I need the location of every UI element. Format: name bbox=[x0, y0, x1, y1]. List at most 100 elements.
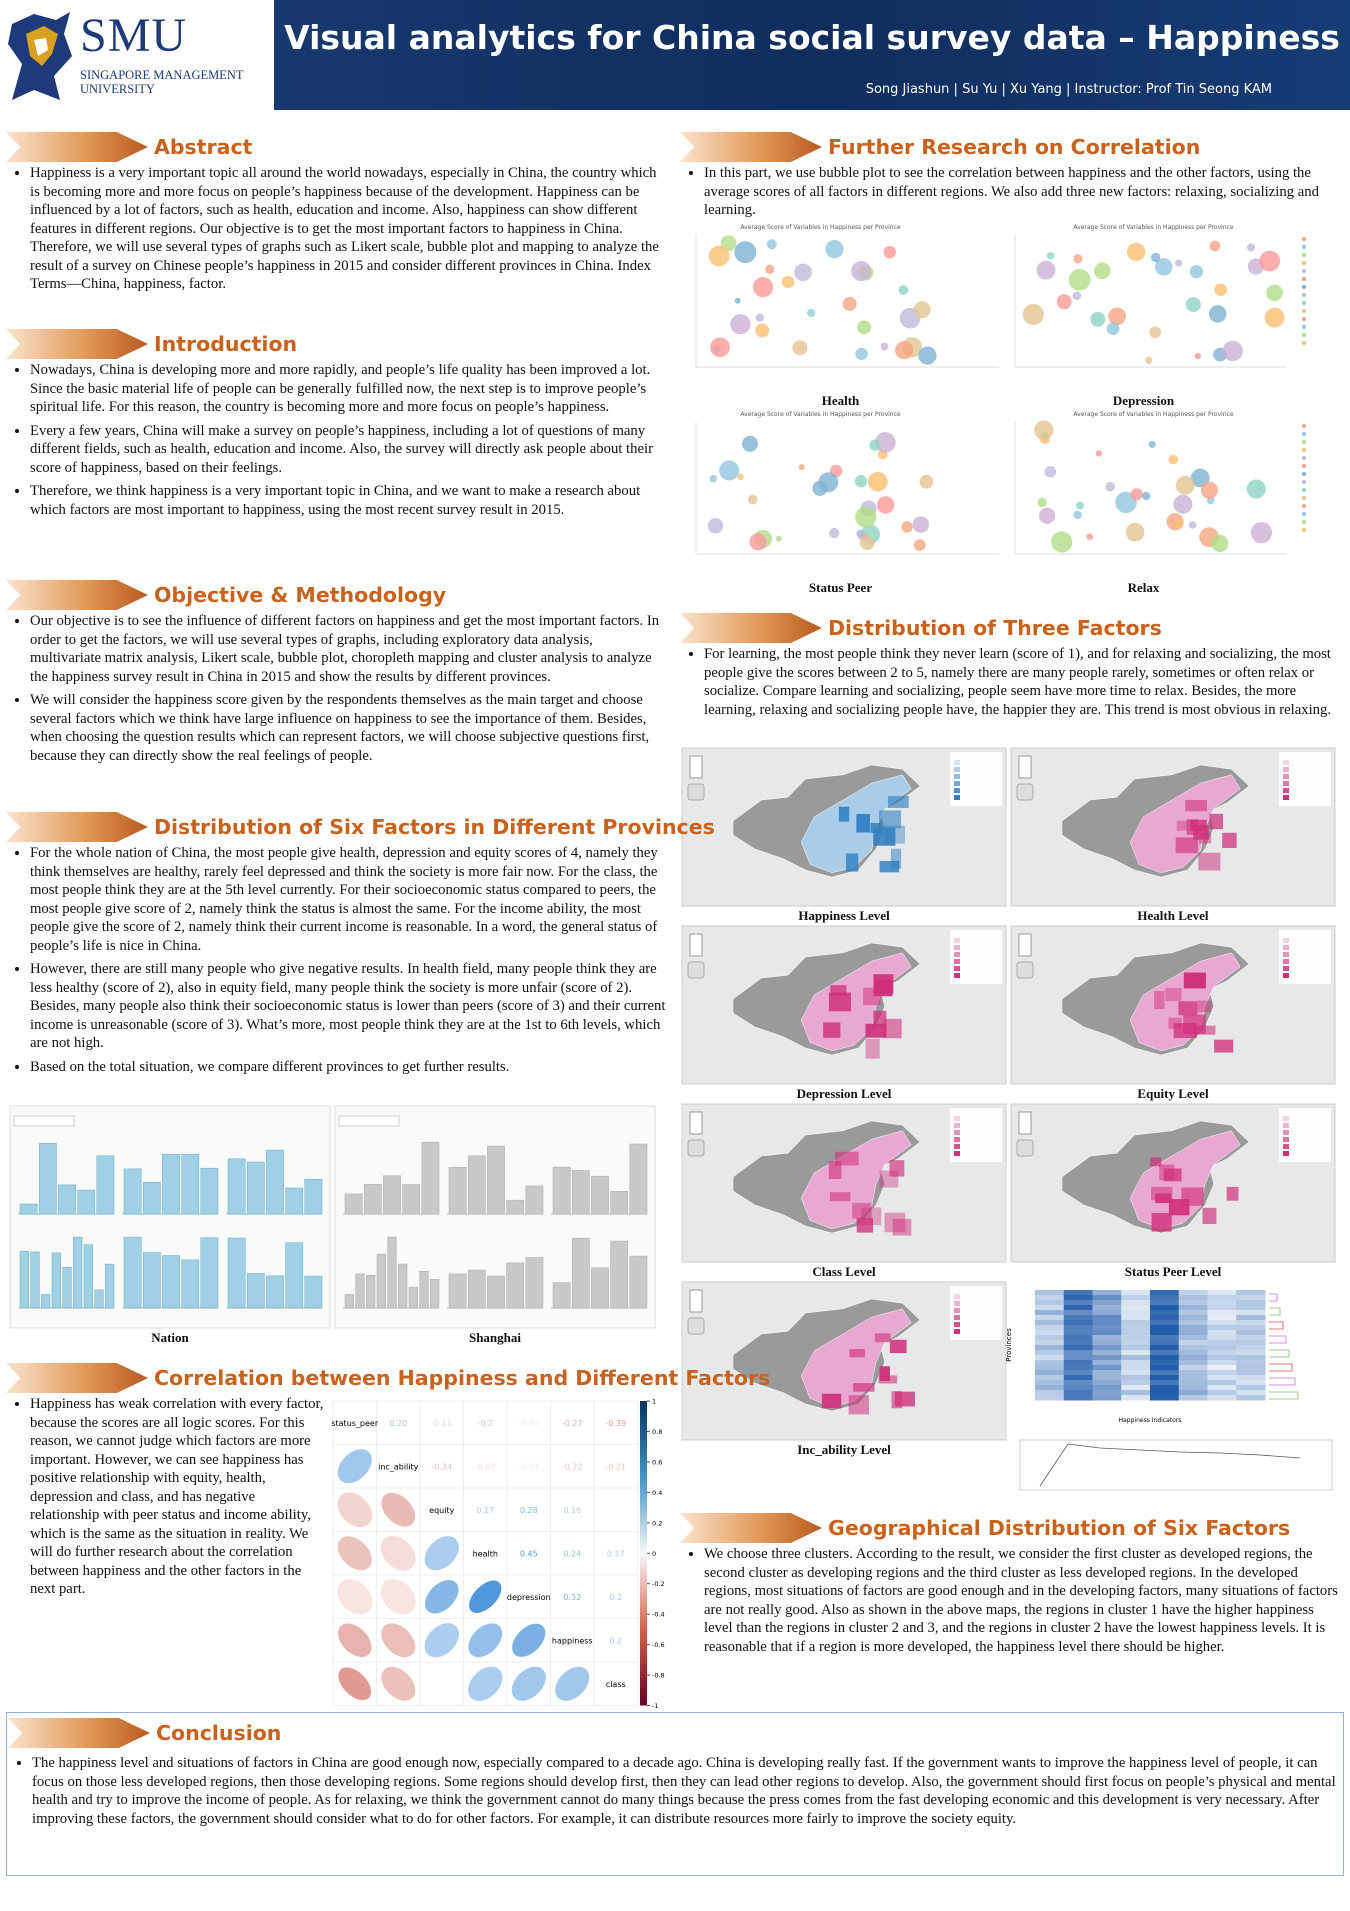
bubble bbox=[1154, 258, 1173, 276]
heatmap-cell bbox=[1150, 1390, 1180, 1396]
header-arrow bbox=[6, 812, 148, 842]
heatmap-cell bbox=[1150, 1345, 1180, 1351]
correlation-value: -0.11 bbox=[431, 1419, 452, 1428]
legend-dot bbox=[1302, 333, 1306, 337]
heatmap-cell bbox=[1236, 1345, 1266, 1351]
heatmap-cell bbox=[1092, 1335, 1122, 1341]
bubble bbox=[775, 535, 782, 542]
colorbar-label: -0.4 bbox=[652, 1611, 665, 1619]
heatmap-cell bbox=[1092, 1390, 1122, 1396]
correlation-section: Correlation between Happiness and Differ… bbox=[6, 1361, 770, 1604]
legend-swatch bbox=[954, 1322, 960, 1327]
dropdown bbox=[13, 1115, 75, 1127]
paragraph: We choose three clusters. According to t… bbox=[704, 1545, 1342, 1656]
heatmap-cell bbox=[1178, 1380, 1208, 1386]
correlation-ellipse bbox=[337, 1492, 373, 1528]
province-patch bbox=[873, 1010, 887, 1027]
variable-label: health bbox=[473, 1549, 498, 1558]
bubble bbox=[913, 301, 931, 319]
variable-label: status_peer bbox=[331, 1419, 379, 1428]
province-patch bbox=[829, 1192, 851, 1202]
heatmap-cell bbox=[1178, 1370, 1208, 1376]
thumb-bar bbox=[467, 1155, 486, 1215]
heatmap-cell bbox=[1207, 1370, 1237, 1376]
bubble bbox=[1022, 303, 1044, 325]
heatmap-cell bbox=[1150, 1380, 1180, 1386]
thumb-bar bbox=[181, 1259, 200, 1309]
bubble bbox=[765, 264, 775, 274]
bubble bbox=[1175, 259, 1183, 267]
bubble bbox=[1037, 497, 1047, 508]
paragraph-list: Happiness is a very important topic all … bbox=[6, 164, 666, 294]
correlation-value: -0.24 bbox=[431, 1462, 452, 1471]
thumb-bar bbox=[62, 1266, 72, 1309]
legend-dot bbox=[1302, 261, 1306, 265]
paragraph-list: Happiness has weak correlation with ever… bbox=[6, 1395, 326, 1599]
heatmap-cell bbox=[1236, 1390, 1266, 1396]
province-patch bbox=[1168, 1017, 1182, 1029]
header-bar: SMU SINGAPORE MANAGEMENT UNIVERSITY Visu… bbox=[0, 0, 1350, 110]
thumb-bar bbox=[105, 1263, 115, 1309]
legend-dot bbox=[1302, 269, 1306, 273]
thumb-bar bbox=[246, 1161, 265, 1215]
heatmap-cell bbox=[1150, 1335, 1180, 1341]
legend-dot bbox=[1302, 285, 1306, 289]
thumb-bar bbox=[162, 1154, 180, 1215]
bubble bbox=[918, 346, 937, 365]
province-patch bbox=[853, 1383, 875, 1392]
bubble bbox=[755, 313, 764, 322]
legend-dot bbox=[1302, 293, 1306, 297]
axis-title: Happiness Indicators bbox=[1119, 1417, 1182, 1424]
section-title: Correlation between Happiness and Differ… bbox=[154, 1366, 771, 1390]
region-shape bbox=[800, 1130, 912, 1230]
thumb-bar bbox=[123, 1236, 142, 1309]
province-patch bbox=[889, 1160, 905, 1177]
thumb-bar bbox=[487, 1275, 505, 1309]
three-factors-section: Distribution of Three Factors For learnin… bbox=[680, 611, 1342, 724]
thumb-bar bbox=[376, 1253, 386, 1309]
legend-swatch bbox=[954, 1329, 960, 1334]
region-shape bbox=[1129, 1130, 1241, 1230]
bubble-chart-title: Average Score of Variables in Happiness … bbox=[740, 224, 900, 231]
legend-swatch bbox=[954, 973, 960, 978]
heatmap-cell bbox=[1207, 1390, 1237, 1396]
dendrogram bbox=[1269, 1377, 1296, 1386]
heatmap-cell bbox=[1121, 1350, 1151, 1356]
bubble bbox=[1149, 326, 1162, 339]
legend-swatch bbox=[1283, 1151, 1289, 1156]
zoom-control bbox=[689, 1289, 703, 1313]
bubble bbox=[1148, 440, 1156, 448]
bubble bbox=[1264, 307, 1285, 328]
thumb-bar bbox=[19, 1203, 38, 1215]
heatmap-cell bbox=[1236, 1385, 1266, 1391]
heatmap-cell bbox=[1035, 1345, 1065, 1351]
thumb-bar bbox=[285, 1242, 304, 1309]
bubble bbox=[1175, 475, 1195, 495]
heatmap-cell bbox=[1236, 1330, 1266, 1336]
legend-swatch bbox=[1283, 973, 1289, 978]
thumb-bar bbox=[123, 1168, 142, 1215]
section-header: Further Research on Correlation bbox=[680, 130, 1342, 164]
correlation-ellipse bbox=[469, 1580, 502, 1613]
thumb-bar bbox=[344, 1193, 363, 1215]
heatmap-cell bbox=[1178, 1335, 1208, 1341]
bubble bbox=[859, 535, 875, 551]
thumb-bar bbox=[94, 1289, 104, 1309]
heatmap-cell bbox=[1092, 1305, 1122, 1311]
colorbar-label: -0.8 bbox=[652, 1672, 665, 1680]
heatmap-cell bbox=[1178, 1375, 1208, 1381]
legend-swatch bbox=[1283, 1123, 1289, 1128]
legend-swatch bbox=[954, 1315, 960, 1320]
bubble bbox=[1211, 534, 1229, 553]
bubble bbox=[901, 521, 913, 533]
bubble bbox=[880, 342, 889, 351]
correlation-value: -0.21 bbox=[605, 1462, 626, 1471]
axis-title: Provinces bbox=[1005, 1328, 1013, 1362]
heatmap-cell bbox=[1178, 1300, 1208, 1306]
thumb-bar bbox=[58, 1184, 76, 1215]
bubble bbox=[912, 516, 930, 533]
bubble bbox=[1259, 250, 1281, 272]
heatmap-cell bbox=[1121, 1295, 1151, 1301]
heatmap-cell bbox=[1207, 1360, 1237, 1366]
paragraph-list: In this part, we use bubble plot to see … bbox=[680, 164, 1342, 220]
